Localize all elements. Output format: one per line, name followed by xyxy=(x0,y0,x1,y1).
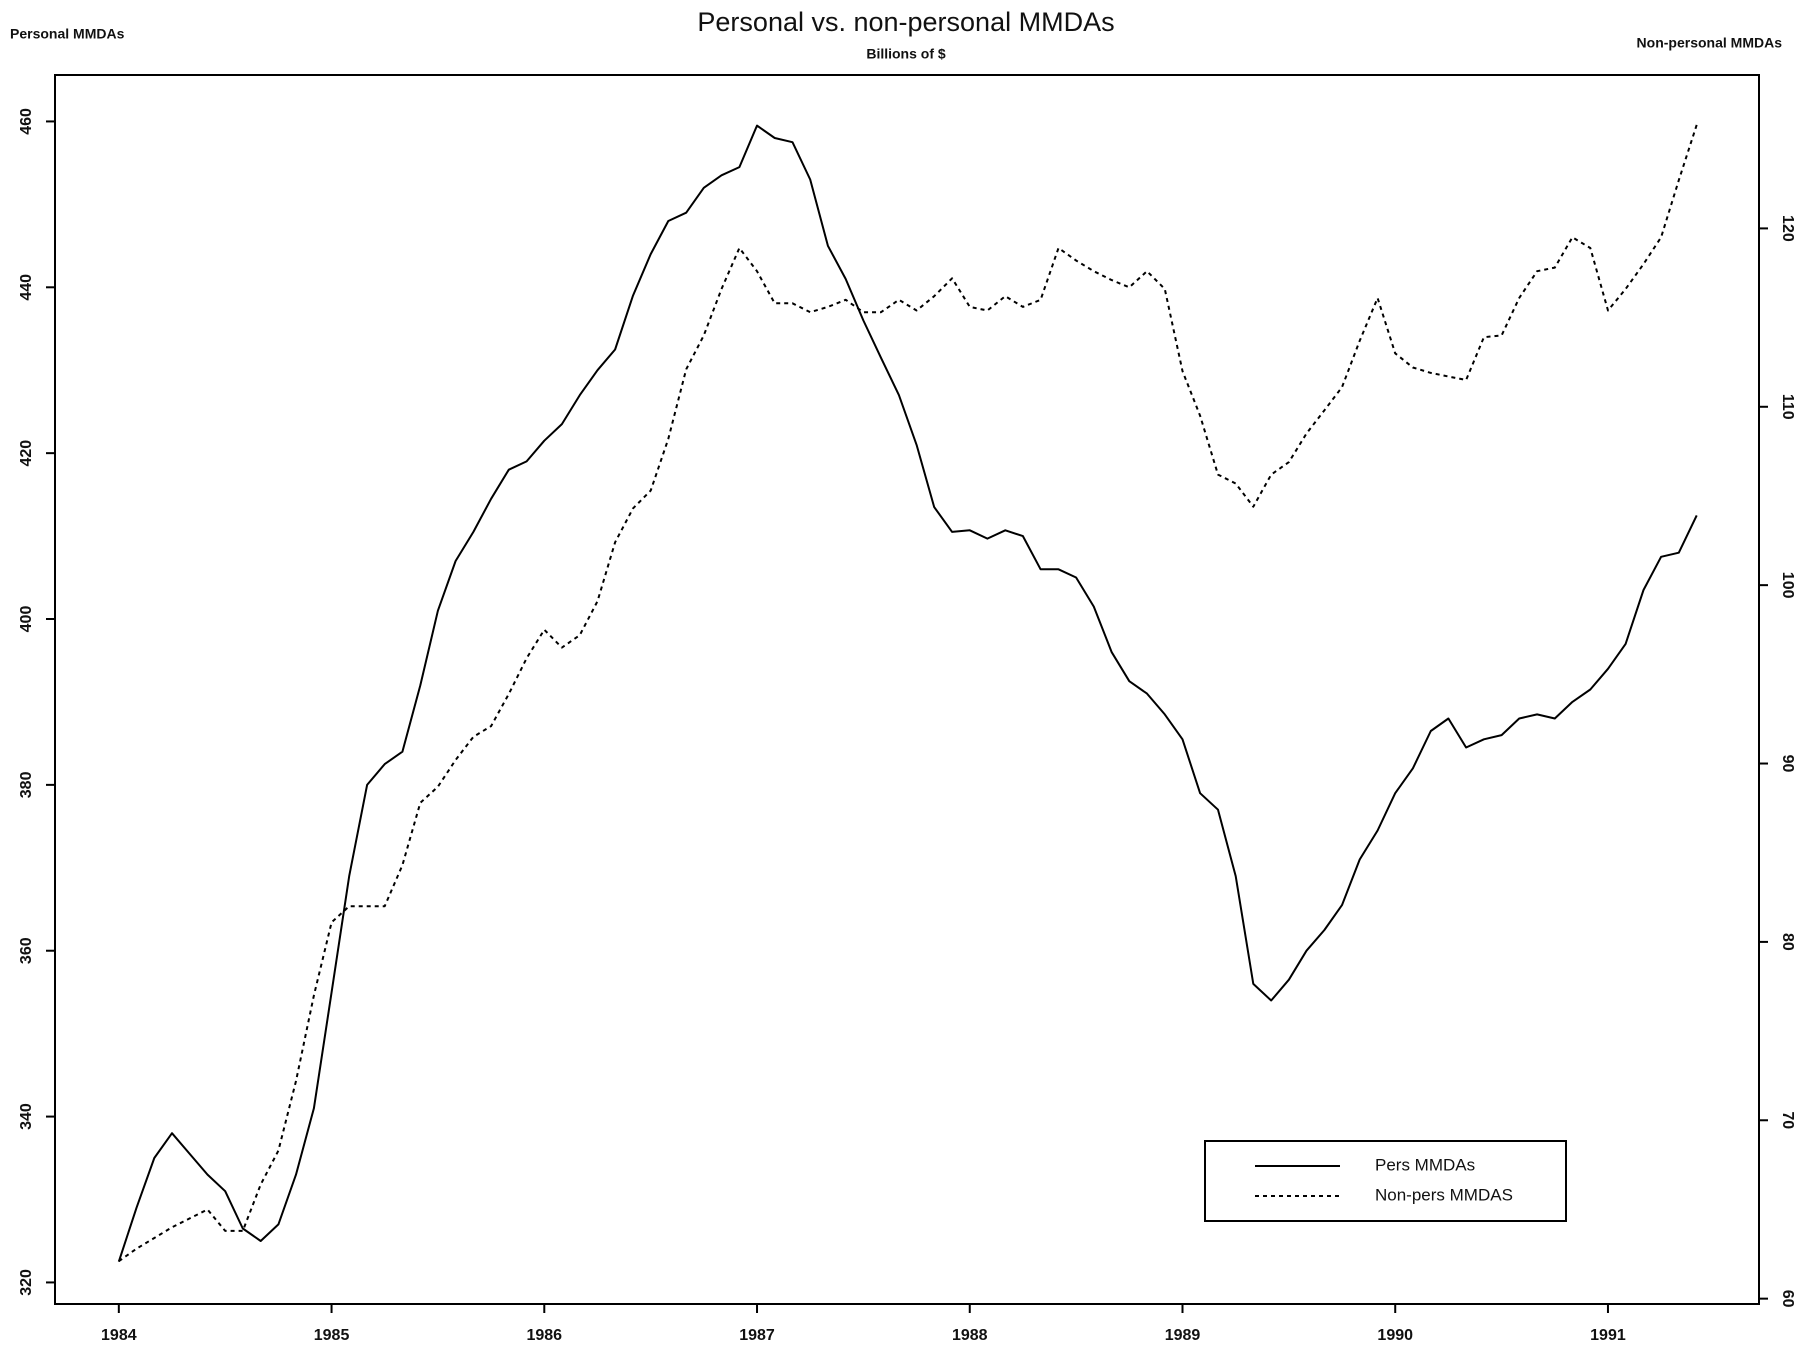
x-tick-label: 1987 xyxy=(739,1327,775,1344)
plot-frame xyxy=(54,74,1760,1305)
y2-tick-label: 90 xyxy=(1779,755,1796,773)
chart-title: Personal vs. non-personal MMDAs xyxy=(697,7,1114,37)
y-tick-label: 440 xyxy=(18,274,35,301)
x-tick-label: 1986 xyxy=(526,1327,562,1344)
y-tick-label: 460 xyxy=(18,108,35,135)
series-line xyxy=(118,124,1698,1263)
y-tick-label: 420 xyxy=(18,440,35,467)
y2-tick-label: 80 xyxy=(1779,933,1796,951)
legend-label: Pers MMDAs xyxy=(1375,1155,1475,1174)
y-tick-label: 340 xyxy=(18,1103,35,1130)
series-line xyxy=(117,124,1698,1263)
y-tick-label: 320 xyxy=(18,1269,35,1296)
y-tick-label: 360 xyxy=(18,937,35,964)
y2-axis-label: Non-personal MMDAs xyxy=(1637,35,1783,51)
chart-subtitle: Billions of $ xyxy=(866,46,946,62)
y-tick-label: 400 xyxy=(18,606,35,633)
legend-label: Non-pers MMDAS xyxy=(1375,1185,1513,1204)
y2-tick-label: 60 xyxy=(1779,1290,1796,1308)
y-axis-label: Personal MMDAs xyxy=(10,26,125,42)
x-tick-label: 1991 xyxy=(1590,1327,1626,1344)
x-tick-label: 1984 xyxy=(101,1327,137,1344)
x-tick-label: 1985 xyxy=(314,1327,350,1344)
x-tick-label: 1988 xyxy=(952,1327,988,1344)
x-tick-label: 1989 xyxy=(1165,1327,1201,1344)
y-tick-label: 380 xyxy=(18,771,35,798)
legend-box xyxy=(1204,1140,1567,1222)
y2-tick-label: 120 xyxy=(1779,215,1796,242)
y2-tick-label: 100 xyxy=(1779,572,1796,599)
y2-tick-label: 70 xyxy=(1779,1111,1796,1129)
x-tick-label: 1990 xyxy=(1377,1327,1413,1344)
y2-tick-label: 110 xyxy=(1779,394,1796,420)
